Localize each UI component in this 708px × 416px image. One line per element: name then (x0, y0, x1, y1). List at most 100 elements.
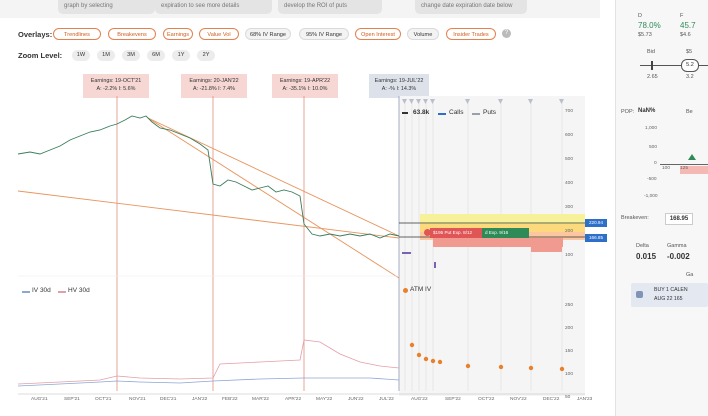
expiry-markers[interactable] (402, 99, 564, 104)
earnings-detail: A: -% I: 14.3% (381, 86, 417, 92)
iv-tick: 50 (565, 395, 571, 400)
earnings-detail: A: -35.1% I: 10.0% (282, 86, 328, 92)
overlay-toggle[interactable]: Volume (407, 28, 439, 40)
earnings-title: Earnings: 19-OCT'21 (90, 78, 142, 84)
overlay-toggle[interactable]: Earnings (163, 28, 193, 40)
month-label: JUN'22 (348, 397, 364, 402)
band-red-tail (531, 246, 562, 252)
month-label: AUG'22 (411, 397, 428, 402)
pop-label: POP: (621, 109, 635, 115)
bid-label: Bid (647, 49, 655, 55)
mini-bar-label: 125 (680, 166, 689, 171)
mini-zero-line (660, 164, 708, 165)
help-icon[interactable]: ? (502, 29, 511, 38)
put-trade-label[interactable]: $195 Put Exp. 8/12 (430, 228, 484, 238)
delta-value: 0.015 (636, 252, 657, 261)
price-tick: 400 (565, 181, 574, 186)
zoom-button[interactable]: 3M (122, 50, 140, 61)
atm-iv-legend-label[interactable]: ATM IV (410, 286, 432, 293)
hv30-legend-swatch (58, 291, 66, 293)
zoom-button[interactable]: 6M (147, 50, 165, 61)
mini-up-arrow-icon (688, 154, 696, 160)
bid-low: 2.65 (647, 74, 658, 80)
overlays-label: Overlays: (18, 30, 53, 39)
breakeven-label: Breakeven: (621, 215, 649, 221)
overlay-toggle[interactable]: Value Vol (199, 28, 239, 40)
zoom-button[interactable]: 1M (97, 50, 115, 61)
month-label: OCT'22 (478, 397, 495, 402)
price-tick: 100 (565, 253, 574, 258)
d-value: 78.0% (638, 21, 661, 30)
iv30-legend-swatch (22, 291, 30, 293)
volume-legend-swatch (402, 112, 408, 114)
overlay-toggle[interactable]: 68% IV Range (245, 28, 291, 40)
pop-value: NaN% (638, 108, 656, 114)
overlay-toggle[interactable]: Insider Trades (446, 28, 496, 40)
volume-legend-value: 63.8k (413, 109, 430, 116)
overlay-toggle[interactable]: Trendlines (53, 28, 101, 40)
put-marker-icon[interactable] (424, 229, 431, 236)
month-label: SEP'21 (64, 397, 80, 402)
price-chart[interactable] (0, 96, 600, 416)
calls-legend-label[interactable]: Calls (449, 109, 464, 116)
month-label: JAN'22 (192, 397, 208, 402)
zoom-button[interactable]: 2Y (197, 50, 215, 61)
hv30-legend-label[interactable]: HV 30d (68, 287, 90, 294)
top-stub-1: graph by selecting (58, 0, 155, 14)
position-card[interactable] (631, 283, 708, 307)
earnings-box-jan22[interactable]: Earnings: 20-JAN'22 A: -21.8% I: 7.4% (181, 74, 247, 98)
earnings-title: Earnings: 19-JUL'22 (374, 78, 424, 84)
extra-greek-label: Ga (686, 272, 694, 278)
puts-legend-label[interactable]: Puts (483, 109, 497, 116)
breakeven-value[interactable]: 168.95 (665, 213, 693, 225)
top-stub-3: develop the ROI of puts (278, 0, 382, 14)
position-line-1: BUY 1 CALEN (654, 287, 688, 293)
price-tick: 600 (565, 133, 574, 138)
month-label: FEB'22 (222, 397, 238, 402)
trendlines (17, 117, 400, 279)
hv30-line (17, 339, 400, 385)
price-tick: 500 (565, 157, 574, 162)
month-label: NOV'22 (510, 397, 527, 402)
marker-b[interactable] (434, 262, 436, 268)
iv-tick: 100 (565, 372, 574, 377)
iv-tick: 200 (565, 326, 574, 331)
earnings-lines (116, 96, 305, 391)
earnings-box-apr22[interactable]: Earnings: 19-APR'22 A: -35.1% I: 10.0% (272, 74, 338, 98)
mini-bar-label: 100 (662, 166, 671, 171)
overlay-toggle[interactable]: Breakevens (108, 28, 156, 40)
zoom-button[interactable]: 1W (72, 50, 90, 61)
f-label: F (680, 13, 684, 19)
d-price: $5.73 (638, 32, 652, 38)
earnings-box-jul22[interactable]: Earnings: 19-JUL'22 A: -% I: 14.3% (369, 74, 429, 98)
zoom-label: Zoom Level: (18, 51, 63, 60)
right-panel-divider (615, 0, 616, 416)
top-stub-4: change date expiration date below (415, 0, 527, 14)
month-label: JUL'22 (379, 397, 394, 402)
month-label: OCT'21 (95, 397, 112, 402)
position-drag-icon[interactable] (636, 291, 643, 298)
iv30-legend-label[interactable]: IV 30d (32, 287, 51, 294)
price-slider-track[interactable] (640, 65, 708, 66)
overlay-toggle[interactable]: 95% IV Range (299, 28, 349, 40)
puts-legend-swatch (472, 113, 480, 115)
month-label: MAR'22 (252, 397, 269, 402)
f-value: 45.7 (680, 21, 696, 30)
mini-tick: -1,000 (644, 194, 658, 199)
marker-a[interactable] (402, 252, 411, 254)
price-tick: 300 (565, 205, 574, 210)
earnings-box-oct21[interactable]: Earnings: 19-OCT'21 A: -2.2% I: 5.6% (83, 74, 149, 98)
month-label: JAN'23 (577, 397, 593, 402)
price-tick: 700 (565, 109, 574, 114)
call-trade-label[interactable]: d Exp. 9/16 (482, 228, 529, 238)
zoom-button[interactable]: 1Y (172, 50, 190, 61)
month-label: MAY'22 (316, 397, 333, 402)
position-line-2: AUG 22 165 (654, 296, 683, 302)
price-slider-handle[interactable]: 5.2 (681, 59, 699, 72)
calls-legend-swatch (438, 113, 446, 115)
earnings-detail: A: -2.2% I: 5.6% (96, 86, 136, 92)
ask-label: $5 (686, 49, 693, 55)
overlay-toggle[interactable]: Open Interest (355, 28, 401, 40)
mini-tick: -500 (647, 177, 657, 182)
lower-price-tag: 166.85 (585, 234, 607, 242)
